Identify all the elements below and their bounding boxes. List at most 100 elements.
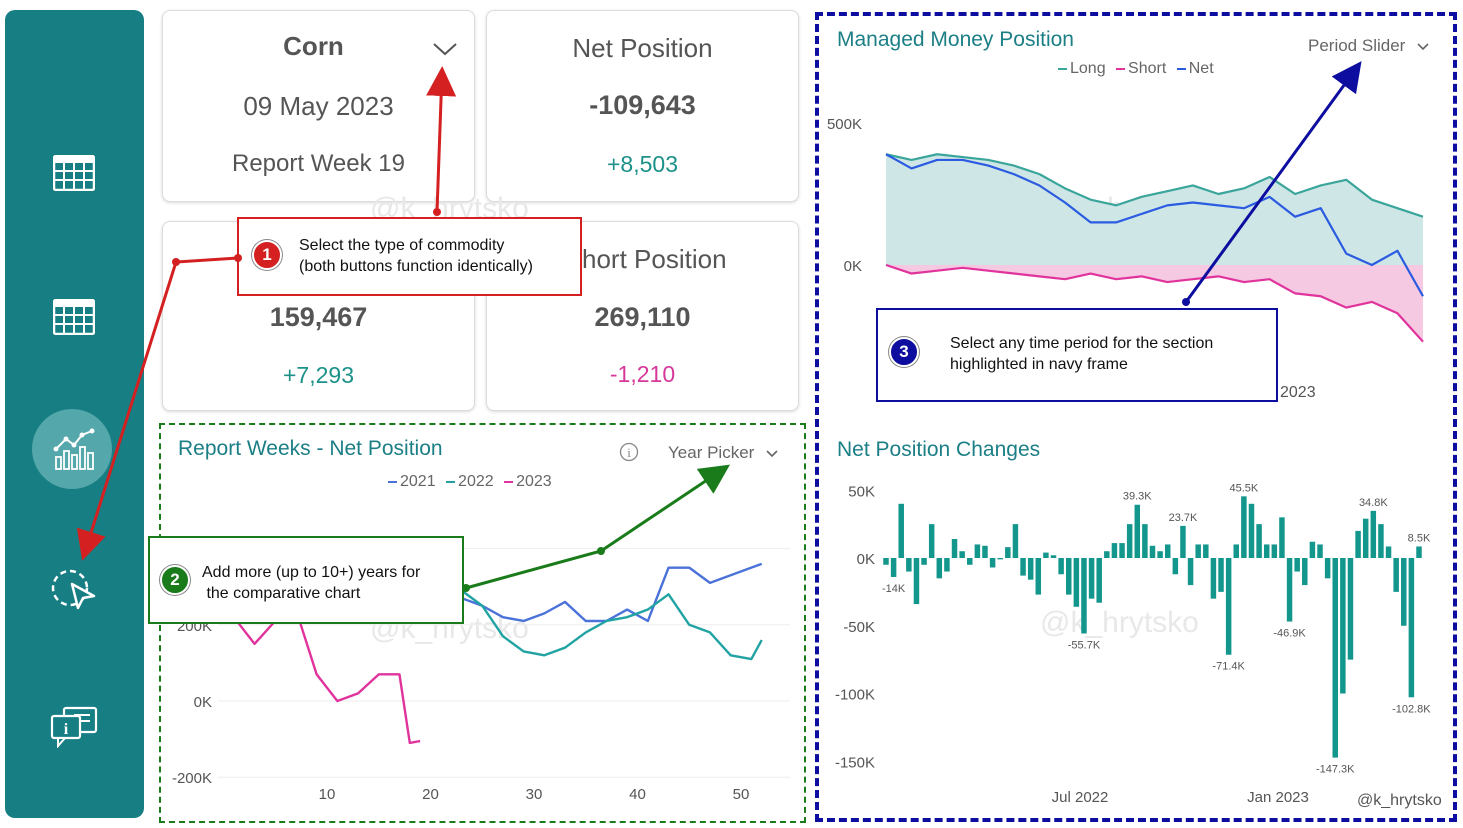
sidebar-item-chart-active[interactable] — [32, 409, 112, 489]
y-tick-label: 500K — [827, 116, 862, 133]
data-label: -102.8K — [1392, 703, 1431, 715]
data-label: 23.7K — [1169, 512, 1198, 524]
y-tick-label: 0K — [857, 551, 875, 568]
bar — [1119, 543, 1125, 558]
bar-chart-icon — [53, 428, 95, 470]
long-position-value: 159,467 — [269, 302, 368, 332]
table-icon — [53, 155, 95, 191]
bar — [921, 558, 927, 565]
net-position-value: -109,643 — [589, 90, 696, 120]
x-tick-label: Jan 2023 — [1247, 789, 1309, 806]
bar — [1324, 558, 1331, 579]
report-weeks-title: Report Weeks - Net Position — [178, 437, 443, 460]
period-slider-label: Period Slider — [1308, 36, 1406, 55]
sidebar-nav: i — [5, 10, 144, 818]
bar — [1020, 558, 1026, 576]
short-position-title: hort Position — [582, 244, 727, 274]
bar — [1149, 545, 1156, 558]
bar — [1035, 558, 1042, 595]
report-week: Report Week 19 — [232, 150, 405, 177]
bar — [1218, 558, 1224, 592]
bar — [1005, 547, 1011, 558]
bar — [1317, 544, 1323, 558]
bar — [1401, 558, 1407, 626]
callout-commodity-text-2: (both buttons function identically) — [299, 258, 533, 275]
bar — [906, 558, 912, 572]
legend-item-long: Long — [1052, 60, 1106, 77]
bar — [1309, 541, 1316, 558]
svg-text:i: i — [627, 445, 631, 460]
bar — [1286, 558, 1293, 622]
bar — [913, 558, 920, 605]
y-tick-label: 0K — [844, 258, 862, 275]
commodity-name[interactable]: Corn — [283, 31, 344, 61]
svg-text:i: i — [64, 721, 69, 738]
year-picker-label: Year Picker — [668, 443, 755, 462]
bar — [1012, 524, 1019, 558]
managed-money-title: Managed Money Position — [837, 28, 1074, 51]
bar — [1126, 524, 1133, 558]
bar — [898, 503, 904, 558]
bar — [1225, 558, 1232, 655]
short-position-value: 269,110 — [594, 302, 691, 332]
bar — [951, 539, 958, 558]
bar — [1027, 558, 1034, 580]
bar — [1134, 504, 1141, 558]
y-tick-label: -150K — [835, 754, 875, 771]
year-picker[interactable]: Year Picker — [668, 443, 779, 463]
period-slider[interactable]: Period Slider — [1308, 36, 1430, 56]
bar — [944, 558, 950, 572]
data-label: 34.8K — [1359, 497, 1388, 509]
x-tick-label: 10 — [319, 786, 336, 803]
bar — [890, 558, 897, 577]
bar — [1172, 558, 1179, 575]
x-tick-label: 30 — [526, 786, 543, 803]
net-changes-title: Net Position Changes — [837, 438, 1041, 461]
series-line-net — [885, 153, 1424, 297]
bar — [982, 545, 988, 558]
callout-period: Select any time period for the section h… — [876, 308, 1278, 402]
bar — [1203, 544, 1209, 558]
commodity-card[interactable]: Corn 09 May 2023 Report Week 19 — [162, 10, 475, 202]
y-tick-label: -200K — [172, 770, 212, 787]
sidebar-item-chart[interactable] — [49, 424, 99, 474]
sidebar-item-table-2[interactable] — [49, 292, 99, 342]
author-credit: @k_hrytsko — [1357, 792, 1442, 809]
bar — [1180, 525, 1186, 558]
legend-item-net: Net — [1171, 60, 1214, 77]
net-position-change: +8,503 — [607, 151, 678, 177]
bar — [1408, 558, 1415, 698]
data-label: -55.7K — [1068, 639, 1101, 651]
sidebar-item-table[interactable] — [49, 148, 99, 198]
cursor-click-icon — [51, 569, 96, 610]
callout-commodity-text-1: Select the type of commodity — [299, 237, 505, 254]
bar — [1157, 551, 1163, 558]
data-label: -46.9K — [1273, 628, 1306, 640]
sidebar-item-info[interactable]: i — [49, 702, 99, 752]
managed-money-legend: Long Short Net — [1052, 60, 1214, 78]
short-position-change: -1,210 — [609, 361, 676, 387]
bar — [1256, 524, 1262, 558]
bar — [1332, 558, 1338, 758]
bar — [1164, 544, 1171, 558]
bar — [1096, 558, 1102, 603]
chevron-down-icon[interactable] — [432, 41, 458, 57]
bar — [1241, 496, 1247, 558]
bar — [1248, 503, 1255, 558]
y-tick-label: -100K — [835, 687, 875, 704]
bar — [1416, 546, 1422, 558]
long-position-change: +7,293 — [283, 362, 354, 388]
bar — [1340, 558, 1346, 694]
bar — [1279, 517, 1285, 558]
data-label: 8.5K — [1408, 532, 1431, 544]
series-line-2022 — [460, 589, 763, 661]
series-line-2021 — [461, 562, 763, 623]
sidebar-item-slicers[interactable] — [49, 563, 99, 613]
bar — [1347, 558, 1354, 660]
arrow-to-slicer-nav — [76, 254, 242, 561]
data-label: -147.3K — [1316, 764, 1355, 776]
bar — [989, 558, 996, 568]
bar — [1302, 558, 1308, 586]
info-icon[interactable]: i — [619, 442, 639, 462]
